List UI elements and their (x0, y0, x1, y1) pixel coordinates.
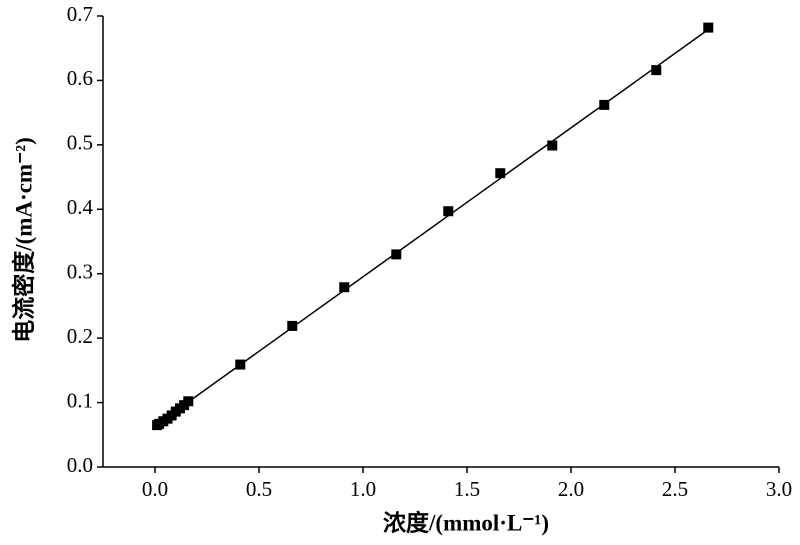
y-tick-label: 0.5 (67, 131, 93, 155)
point (495, 168, 506, 179)
point (599, 99, 610, 110)
y-tick-label: 0.2 (67, 324, 93, 348)
x-tick-label: 1.0 (350, 477, 376, 501)
x-tick-label: 0.5 (246, 477, 272, 501)
y-tick-label: 0.7 (67, 2, 93, 26)
x-tick-label: 2.5 (662, 477, 688, 501)
y-tick-label: 0.1 (67, 388, 93, 412)
y-tick-label: 0.4 (67, 195, 94, 219)
x-tick-label: 1.5 (454, 477, 480, 501)
point (651, 65, 662, 76)
point (235, 359, 246, 370)
point (443, 206, 454, 217)
point (339, 282, 350, 293)
point (547, 140, 558, 151)
x-tick-label: 2.0 (558, 477, 584, 501)
point (183, 396, 194, 407)
fit-line (154, 28, 709, 427)
y-tick-label: 0.6 (67, 66, 93, 90)
x-tick-label: 3.0 (766, 477, 792, 501)
point (391, 249, 402, 260)
x-axis-title: 浓度/(mmol·L⁻¹) (383, 509, 549, 535)
point (703, 22, 714, 33)
y-axis-title: 电流密度/(mA·cm⁻²) (10, 137, 36, 343)
y-tick-label: 0.3 (67, 260, 93, 284)
y-tick-label: 0.0 (67, 453, 93, 477)
x-tick-label: 0.0 (142, 477, 168, 501)
point (287, 320, 298, 331)
